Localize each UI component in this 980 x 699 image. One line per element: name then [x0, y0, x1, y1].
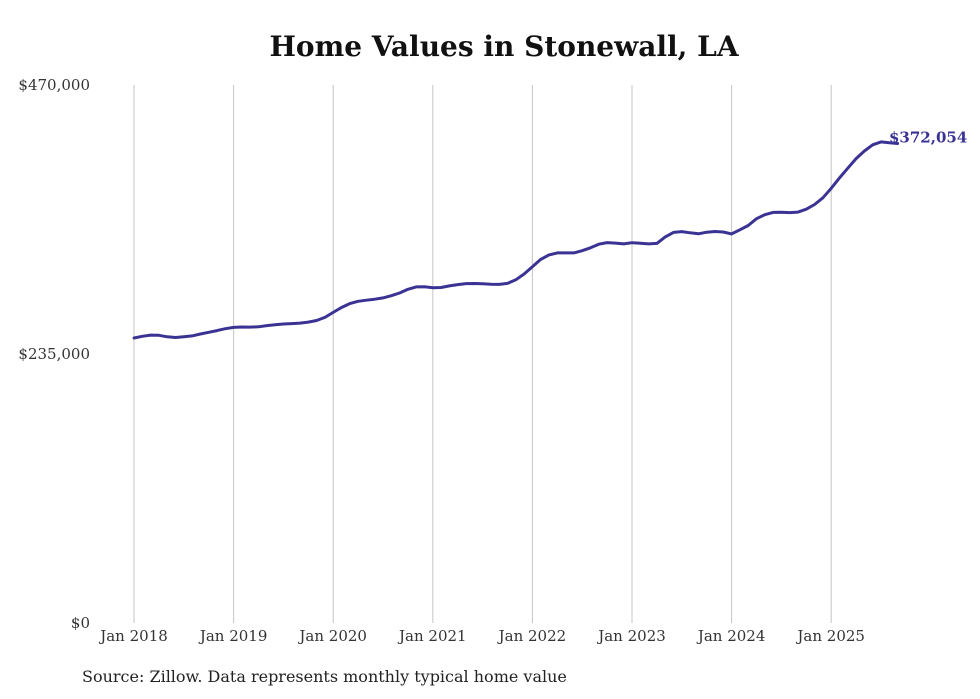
x-tick-label: Jan 2019: [198, 627, 268, 645]
x-tick-label: Jan 2023: [596, 627, 666, 645]
series-line: [132, 140, 900, 340]
y-tick-label: $0: [71, 614, 90, 632]
grid-layer: [133, 85, 832, 623]
x-tick-label: Jan 2018: [98, 627, 168, 645]
x-tick-label: Jan 2022: [497, 627, 567, 645]
x-axis: Jan 2018 Jan 2019 Jan 2020 Jan 2021 Jan 2022…: [98, 627, 865, 645]
x-tick-label: Jan 2025: [795, 627, 865, 645]
y-axis: $0 $235,000 $470,000: [18, 76, 90, 632]
chart-title: Home Values in Stonewall, LA: [269, 30, 739, 63]
y-tick-label: $470,000: [18, 76, 90, 94]
series-layer: $372,054: [132, 128, 967, 340]
end-value-label: $372,054: [889, 128, 967, 146]
x-tick-label: Jan 2021: [397, 627, 467, 645]
x-tick-label: Jan 2024: [696, 627, 766, 645]
source-note: Source: Zillow. Data represents monthly …: [82, 667, 567, 686]
x-tick-label: Jan 2020: [297, 627, 367, 645]
y-tick-label: $235,000: [18, 345, 90, 363]
